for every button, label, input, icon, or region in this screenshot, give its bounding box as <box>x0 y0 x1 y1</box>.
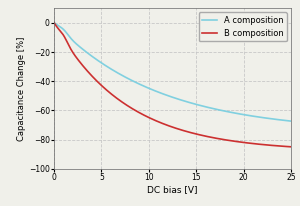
Y-axis label: Capacitance Change [%]: Capacitance Change [%] <box>17 36 26 141</box>
B composition <box>215 137 218 140</box>
B composition <box>76 59 80 61</box>
A composition <box>215 108 218 111</box>
B composition <box>52 21 56 24</box>
A composition <box>289 120 293 122</box>
A composition <box>241 113 245 116</box>
A composition <box>157 91 160 93</box>
Line: A composition: A composition <box>54 22 291 121</box>
Line: B composition: B composition <box>54 22 291 147</box>
Legend: A composition, B composition: A composition, B composition <box>199 12 287 41</box>
X-axis label: DC bias [V]: DC bias [V] <box>147 185 198 194</box>
A composition <box>237 112 241 115</box>
B composition <box>148 117 152 119</box>
B composition <box>157 121 160 123</box>
B composition <box>237 141 241 143</box>
B composition <box>241 141 245 144</box>
A composition <box>52 21 56 24</box>
A composition <box>76 44 80 47</box>
A composition <box>148 88 152 90</box>
B composition <box>289 146 293 148</box>
